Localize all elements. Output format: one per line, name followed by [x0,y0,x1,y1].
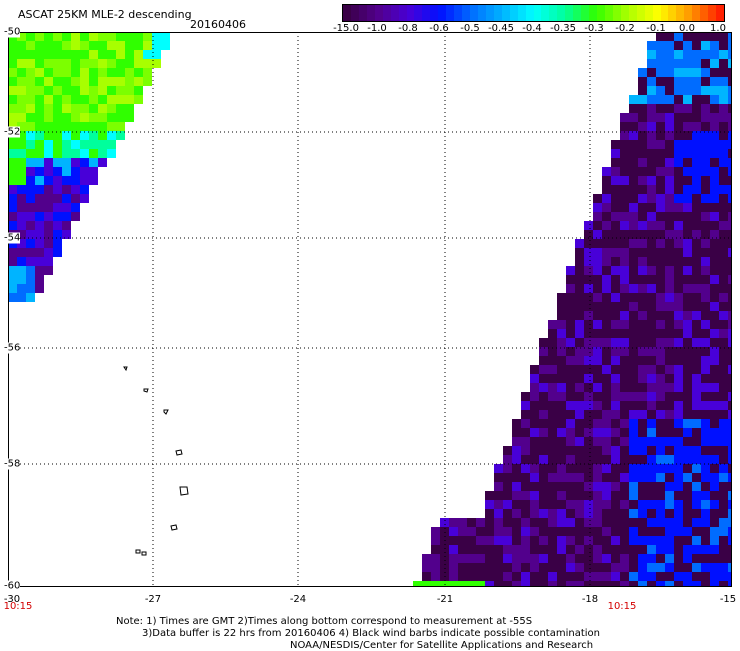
east-swath-region [413,32,732,587]
color-scale-step [398,5,407,21]
island-outline [123,366,128,372]
color-scale-step [716,5,724,21]
color-scale-step [477,5,486,21]
map-date: 20160406 [190,18,246,31]
color-scale-step [541,5,550,21]
color-scale-step [358,5,367,21]
color-scale-step [620,5,629,21]
color-scale-bar [342,4,725,22]
color-scale-step [390,5,399,21]
color-scale-step [374,5,383,21]
color-scale-label: -1.0 [367,23,387,34]
color-scale-label: -15.0 [333,23,359,34]
island-outlines [123,366,189,556]
island-outline [179,486,189,496]
color-scale-step [676,5,685,21]
longitude-tick-label: -15 [719,594,737,605]
color-scale-label: -0.45 [488,23,514,34]
color-scale-labels: -15.0 -1.0 -0.8 -0.6 -0.5 -0.45 -0.4 -0.35 -0.3-… [332,23,732,37]
color-scale-step [700,5,709,21]
latitude-tick-label: -54 [4,232,21,244]
color-scale-step [446,5,455,21]
color-scale-label: -0.3 [584,23,604,34]
color-scale-label: -0.2 [615,23,635,34]
color-scale-step [454,5,463,21]
color-scale-step [612,5,621,21]
longitude-tick-label: -21 [436,594,454,605]
color-scale-label: -0.5 [460,23,480,34]
color-scale-step [366,5,375,21]
color-scale-step [668,5,677,21]
color-scale-step [628,5,637,21]
color-scale-step [557,5,566,21]
latitude-tick-label: -60 [4,580,21,592]
color-scale-step [652,5,661,21]
color-scale-step [501,5,510,21]
color-scale-label: -0.4 [522,23,542,34]
color-scale-step [485,5,494,21]
color-scale-step [533,5,542,21]
color-scale-step [470,5,478,21]
map-frame [8,32,732,587]
island-outline [135,549,141,554]
color-scale-step [517,5,526,21]
color-scale-label: -0.35 [550,23,576,34]
island-outline [170,524,178,531]
swath-map [8,32,732,587]
color-scale-step [636,5,645,21]
longitude-tick-label: -24 [289,594,307,605]
color-scale-step [350,5,359,21]
color-scale-step [493,5,502,21]
island-outline [175,449,183,456]
latitude-tick-label: -52 [4,126,21,138]
color-scale-step [684,5,693,21]
color-scale-step [382,5,391,21]
footnote-line-3: NOAA/NESDIS/Center for Satellite Applica… [290,640,594,651]
color-scale-step [462,5,470,21]
color-scale-step [597,5,605,21]
pass-time-east: 10:15 [607,601,637,612]
color-scale-step [589,5,597,21]
footnote-line-1: Note: 1) Times are GMT 2)Times along bot… [116,616,533,627]
color-scale-step [692,5,701,21]
color-scale-label: -0.6 [429,23,449,34]
color-scale-label: 0.0 [679,23,695,34]
color-scale-step [708,5,717,21]
pass-time-west: 10:15 [3,601,33,612]
color-scale-step [406,5,415,21]
footnote-line-2: 3)Data buffer is 22 hrs from 20160406 4)… [142,628,600,639]
color-scale-step [422,5,431,21]
longitude-tick-label: -30 [3,594,21,605]
color-scale-step [644,5,653,21]
latitude-tick-label: -56 [4,342,21,354]
longitude-tick-label: -18 [581,594,599,605]
longitude-tick-label: -27 [144,594,162,605]
color-scale-step [549,5,558,21]
color-scale-step [343,5,351,21]
color-scale-step [660,5,669,21]
island-outline [143,388,149,393]
swath-map-canvas [8,32,732,587]
color-scale-step [509,5,518,21]
color-scale-step [438,5,447,21]
color-scale-step [604,5,613,21]
map-title: ASCAT 25KM MLE-2 descending [18,8,192,21]
island-outline [163,409,169,415]
color-scale-label: -0.1 [646,23,666,34]
color-scale-step [573,5,582,21]
latitude-tick-label: -58 [4,458,21,470]
west-swath-region [8,32,170,302]
color-scale-step [581,5,590,21]
lat-lon-grid [8,32,732,587]
color-scale-step [565,5,574,21]
color-scale-step [525,5,534,21]
color-scale-label: 1.0 [710,23,726,34]
color-scale-step [430,5,439,21]
color-scale-label: -0.8 [398,23,418,34]
island-outline [141,551,147,556]
color-scale-step [414,5,423,21]
latitude-tick-label: -50 [4,26,21,38]
